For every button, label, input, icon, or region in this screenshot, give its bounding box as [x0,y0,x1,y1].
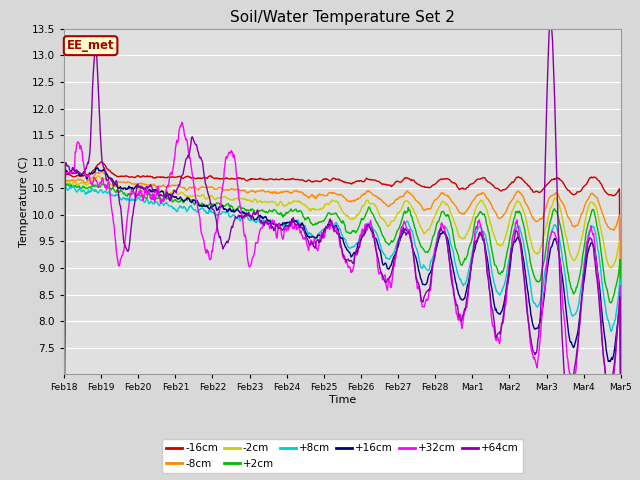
Title: Soil/Water Temperature Set 2: Soil/Water Temperature Set 2 [230,10,455,25]
X-axis label: Time: Time [329,395,356,405]
Y-axis label: Temperature (C): Temperature (C) [19,156,29,247]
Legend: -16cm, -8cm, -2cm, +2cm, +8cm, +16cm, +32cm, +64cm: -16cm, -8cm, -2cm, +2cm, +8cm, +16cm, +3… [162,439,523,473]
Text: EE_met: EE_met [67,39,115,52]
